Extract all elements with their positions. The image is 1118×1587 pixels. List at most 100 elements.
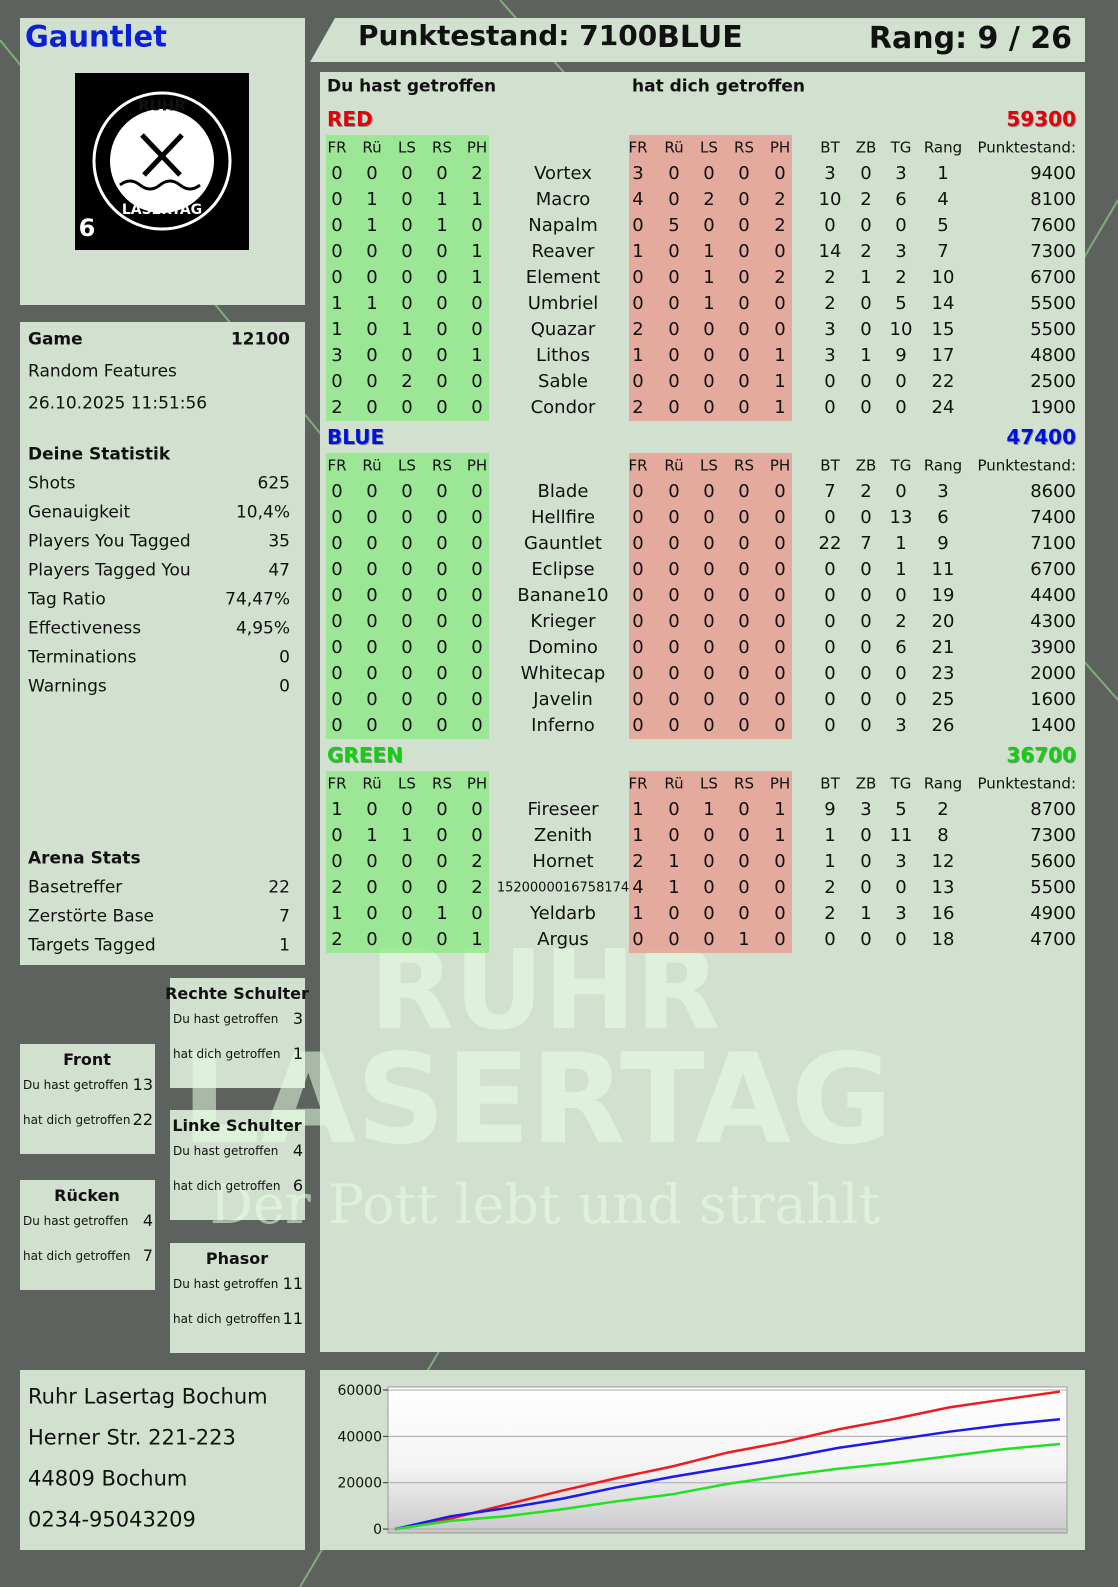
- column-header: FR: [327, 774, 347, 793]
- column-header: ZB: [855, 138, 877, 157]
- column-header: TG: [890, 456, 912, 475]
- hit-cell: 0: [331, 585, 343, 606]
- bt-cell: 0: [824, 715, 836, 736]
- logo-badge: 6: [78, 214, 96, 242]
- player-name-cell: Gauntlet: [524, 533, 602, 554]
- score-cell: 3900: [1030, 637, 1076, 658]
- hit-block: [326, 453, 489, 739]
- hit-cell: 0: [401, 241, 413, 262]
- got-cell: 0: [703, 715, 715, 736]
- hit-cell: 0: [401, 293, 413, 314]
- got-cell: 0: [738, 903, 750, 924]
- rank-cell: 22: [931, 371, 955, 392]
- rank-cell: 19: [931, 585, 955, 606]
- tg-cell: 5: [895, 799, 907, 820]
- hit-cell: 2: [331, 929, 343, 950]
- rank-cell: 20: [931, 611, 955, 632]
- zb-cell: 2: [860, 189, 872, 210]
- got-cell: 0: [668, 715, 680, 736]
- hit-cell: 0: [401, 929, 413, 950]
- tg-cell: 0: [895, 481, 907, 502]
- got-cell: 0: [632, 533, 644, 554]
- got-cell: 0: [668, 825, 680, 846]
- zone-hit-label: Du hast getroffen: [173, 1144, 279, 1158]
- bt-cell: 3: [824, 319, 836, 340]
- got-cell: 0: [632, 481, 644, 502]
- arena-label: Targets Tagged: [28, 935, 156, 956]
- hit-cell: 1: [471, 929, 483, 950]
- hit-cell: 0: [331, 241, 343, 262]
- address-line: Herner Str. 221-223: [28, 1425, 236, 1450]
- hit-cell: 0: [471, 507, 483, 528]
- game-id: 12100: [230, 329, 290, 350]
- hit-cell: 0: [471, 611, 483, 632]
- tg-cell: 0: [895, 215, 907, 236]
- rank-cell: 11: [931, 559, 955, 580]
- hit-cell: 0: [331, 851, 343, 872]
- got-cell: 1: [774, 799, 786, 820]
- column-header: FR: [327, 456, 347, 475]
- hit-cell: 0: [331, 533, 343, 554]
- bt-cell: 3: [824, 163, 836, 184]
- column-header: PH: [769, 774, 791, 793]
- hit-cell: 1: [366, 825, 378, 846]
- zb-cell: 0: [860, 507, 872, 528]
- got-cell: 0: [632, 637, 644, 658]
- logo-disc: [110, 109, 214, 213]
- player-name-cell: Macro: [535, 189, 591, 210]
- score-cell: 6700: [1030, 267, 1076, 288]
- column-header: Rang: [923, 774, 963, 793]
- got-cell: 0: [668, 319, 680, 340]
- got-cell: 0: [703, 319, 715, 340]
- rank-cell: 15: [931, 319, 955, 340]
- tg-cell: 1: [895, 559, 907, 580]
- got-cell: 5: [668, 215, 680, 236]
- bt-cell: 1: [824, 851, 836, 872]
- tg-cell: 6: [895, 637, 907, 658]
- hit-cell: 0: [331, 163, 343, 184]
- zone-title: Rechte Schulter: [165, 984, 309, 1003]
- address-panel: [20, 1370, 305, 1550]
- zb-cell: 0: [860, 825, 872, 846]
- rank-cell: 16: [931, 903, 955, 924]
- hit-cell: 3: [331, 345, 343, 366]
- score-cell: 4300: [1030, 611, 1076, 632]
- player-name-cell: Vortex: [534, 163, 592, 184]
- bt-cell: 2: [824, 877, 836, 898]
- bt-cell: 2: [824, 293, 836, 314]
- hit-cell: 0: [436, 267, 448, 288]
- hit-cell: 0: [436, 637, 448, 658]
- score-cell: 1900: [1030, 397, 1076, 418]
- hit-cell: 1: [401, 319, 413, 340]
- got-cell: 0: [774, 877, 786, 898]
- bt-cell: 9: [824, 799, 836, 820]
- hit-cell: 0: [331, 215, 343, 236]
- hit-cell: 0: [401, 163, 413, 184]
- got-cell: 0: [774, 533, 786, 554]
- hit-cell: 0: [366, 903, 378, 924]
- hit-cell: 0: [436, 397, 448, 418]
- hit-cell: 0: [471, 663, 483, 684]
- hit-cell: 0: [471, 293, 483, 314]
- got-cell: 0: [632, 267, 644, 288]
- zb-cell: 0: [860, 877, 872, 898]
- score-cell: 5500: [1030, 877, 1076, 898]
- hit-block: [326, 771, 489, 953]
- hit-cell: 0: [331, 189, 343, 210]
- got-cell: 0: [668, 371, 680, 392]
- got-cell: 0: [703, 371, 715, 392]
- player-name-cell: Hornet: [532, 851, 594, 872]
- score-cell: 7300: [1030, 241, 1076, 262]
- hit-cell: 0: [471, 799, 483, 820]
- score-cell: 4700: [1030, 929, 1076, 950]
- got-cell: 0: [668, 799, 680, 820]
- zb-cell: 0: [860, 371, 872, 392]
- column-header: BT: [820, 456, 840, 475]
- got-cell: 0: [703, 877, 715, 898]
- got-cell: 0: [738, 507, 750, 528]
- team: BLUE: [657, 20, 743, 55]
- zone-got-label: hat dich getroffen: [173, 1179, 281, 1193]
- player-name-cell: Hellfire: [530, 507, 596, 528]
- got-cell: 0: [668, 507, 680, 528]
- hit-cell: 0: [471, 585, 483, 606]
